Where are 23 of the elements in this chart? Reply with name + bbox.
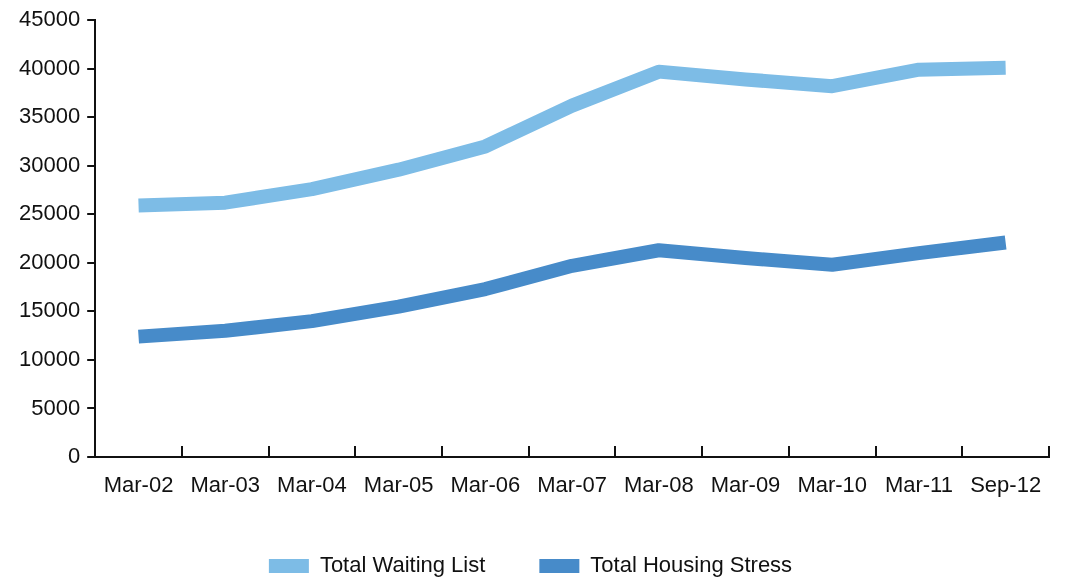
x-tick-label: Mar-09 (710, 472, 781, 498)
x-tick-label: Mar-04 (277, 472, 347, 498)
y-tick-label: 30000 (18, 151, 81, 177)
x-tick-label: Mar-06 (450, 472, 521, 498)
legend-label: Total Housing Stress (590, 552, 793, 578)
y-tick-label: 45000 (18, 6, 81, 32)
x-tick-label: Sep-12 (970, 472, 1042, 498)
x-tick-label: Mar-08 (623, 472, 694, 498)
y-tick-label: 40000 (18, 54, 81, 80)
legend-label: Total Waiting List (319, 552, 486, 578)
y-tick-label: 5000 (31, 394, 81, 420)
x-tick-label: Mar-02 (103, 472, 174, 498)
y-tick-label: 10000 (18, 346, 81, 371)
y-tick-label: 15000 (18, 297, 81, 323)
y-tick-label: 20000 (18, 248, 81, 274)
x-tick-label: Mar-05 (363, 472, 434, 498)
x-tick-label: Mar-11 (884, 472, 953, 498)
y-tick-label: 25000 (18, 200, 81, 226)
y-tick-label: 0 (67, 443, 81, 469)
x-tick-label: Mar-03 (190, 472, 261, 498)
y-tick-label: 35000 (18, 103, 81, 129)
x-tick-label: Mar-10 (797, 472, 868, 498)
x-tick-label: Mar-07 (537, 472, 607, 498)
